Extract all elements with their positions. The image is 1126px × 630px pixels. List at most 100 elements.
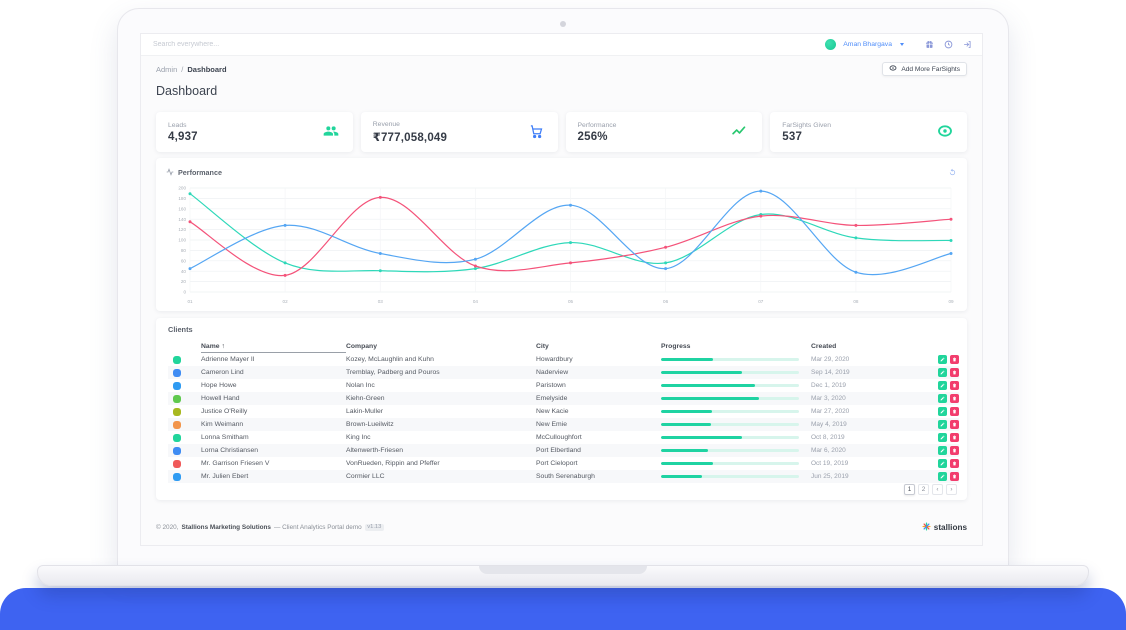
logout-icon[interactable] [963,40,972,49]
clock-icon[interactable] [944,40,953,49]
stat-label: FarSights Given [782,121,831,129]
client-name: Cameron Lind [201,369,244,376]
table-row[interactable]: Mr. Garrison Friesen V VonRueden, Rippin … [168,457,959,470]
chevron-down-icon [900,43,904,46]
client-name: Hope Howe [201,382,237,389]
next-page-button[interactable]: › [946,484,957,495]
progress-bar [661,448,799,453]
page-2-button[interactable]: 2 [918,484,929,495]
svg-text:200: 200 [178,186,186,191]
table-row[interactable]: Howell Hand Kiehn-Green Emelyside Mar 3, 20… [168,392,959,405]
delete-button[interactable] [950,472,959,481]
avatar[interactable] [825,39,837,50]
edit-button[interactable] [938,459,947,468]
table-row[interactable]: Kim Weimann Brown-Lueilwitz New Emie May 4,… [168,418,959,431]
client-city: New Emie [536,421,567,428]
delete-button[interactable] [950,420,959,429]
svg-text:160: 160 [178,206,186,211]
svg-text:20: 20 [181,279,187,284]
progress-bar [661,370,799,375]
svg-text:180: 180 [178,196,186,201]
edit-button[interactable] [938,355,947,364]
stat-card-leads[interactable]: Leads 4,937 [156,112,353,152]
column-header-name[interactable]: Name ↑ [201,340,346,353]
search-input[interactable] [153,41,323,48]
edit-button[interactable] [938,472,947,481]
column-header-progress[interactable]: Progress [661,343,691,350]
client-name: Kim Weimann [201,421,244,428]
svg-text:60: 60 [181,258,187,263]
prev-page-button[interactable]: ‹ [932,484,943,495]
column-header-created[interactable]: Created [811,343,837,350]
users-icon [323,123,339,141]
data-point [283,261,287,265]
progress-bar [661,357,799,362]
data-point [188,267,192,271]
table-row[interactable]: Cameron Lind Tremblay, Padberg and Pouros… [168,366,959,379]
data-point [759,214,763,218]
column-header-company[interactable]: Company [346,343,377,350]
delete-button[interactable] [950,355,959,364]
version-badge: v1.13 [364,523,384,531]
edit-button[interactable] [938,446,947,455]
delete-button[interactable] [950,394,959,403]
edit-button[interactable] [938,394,947,403]
data-point [378,252,382,255]
data-point [473,267,477,271]
delete-button[interactable] [950,459,959,468]
client-created: Mar 3, 2020 [811,395,846,402]
client-created: Jun 25, 2019 [811,473,849,480]
footer-tagline: — Client Analytics Portal demo [273,523,362,531]
client-city: Port Cieloport [536,460,578,467]
client-created: Oct 19, 2019 [811,460,849,467]
data-point [854,236,858,240]
client-created: Sep 14, 2019 [811,369,850,376]
stat-card-revenue[interactable]: Revenue ₹777,058,049 [360,112,558,152]
table-row[interactable]: Hope Howe Nolan Inc Paristown Dec 1, 2019 [168,379,959,392]
top-navbar: Aman Bhargava [141,34,982,56]
edit-button[interactable] [938,407,947,416]
progress-bar [661,383,799,388]
data-point [664,267,668,271]
table-row[interactable]: Adrienne Mayer II Kozey, McLaughlin and K… [168,353,959,366]
data-point [569,203,572,207]
table-row[interactable]: Justice O'Reilly Lakin-Muller New Kacie Mar… [168,405,959,418]
asterisk-logo-icon [922,521,931,533]
brand-wordmark: stallions [933,522,967,532]
delete-button[interactable] [950,368,959,377]
user-menu[interactable]: Aman Bhargava [843,41,892,48]
data-point [949,217,953,221]
cart-icon [529,124,544,141]
data-point [188,220,192,224]
delete-button[interactable] [950,433,959,442]
gift-icon[interactable] [925,40,934,49]
client-company: King Inc [346,434,371,441]
client-created: Dec 1, 2019 [811,382,847,389]
page-1-button[interactable]: 1 [904,484,915,495]
breadcrumb-admin[interactable]: Admin [156,64,178,74]
edit-button[interactable] [938,368,947,377]
table-row[interactable]: Lorna Christiansen Altenwerth-Friesen Port… [168,444,959,457]
laptop-base [37,565,1089,586]
add-more-farsights-button[interactable]: Add More FarSights [882,62,967,76]
table-row[interactable]: Lonna Smitham King Inc McCulloughfort Oct 8… [168,431,959,444]
refresh-icon[interactable] [948,165,957,180]
svg-text:08: 08 [853,299,859,304]
stat-card-farsights[interactable]: FarSights Given 537 [770,112,967,152]
client-company: Tremblay, Padberg and Pouros [346,369,440,376]
stat-card-performance[interactable]: Performance 256% [565,112,763,152]
performance-chart-card: Performance 0 20 40 60 80 100 120 140 160 180 200 0… [156,158,967,311]
delete-button[interactable] [950,407,959,416]
delete-button[interactable] [950,446,959,455]
delete-button[interactable] [950,381,959,390]
client-city: Emelyside [536,395,568,402]
edit-button[interactable] [938,420,947,429]
client-name: Adrienne Mayer II [201,356,255,363]
client-city: Naderview [536,369,569,376]
progress-bar [661,474,799,479]
edit-button[interactable] [938,381,947,390]
webcam-dot [560,21,566,27]
column-header-city[interactable]: City [536,343,549,350]
edit-button[interactable] [938,433,947,442]
table-row[interactable]: Mr. Julien Ebert Cormier LLC South Serenab… [168,470,959,483]
